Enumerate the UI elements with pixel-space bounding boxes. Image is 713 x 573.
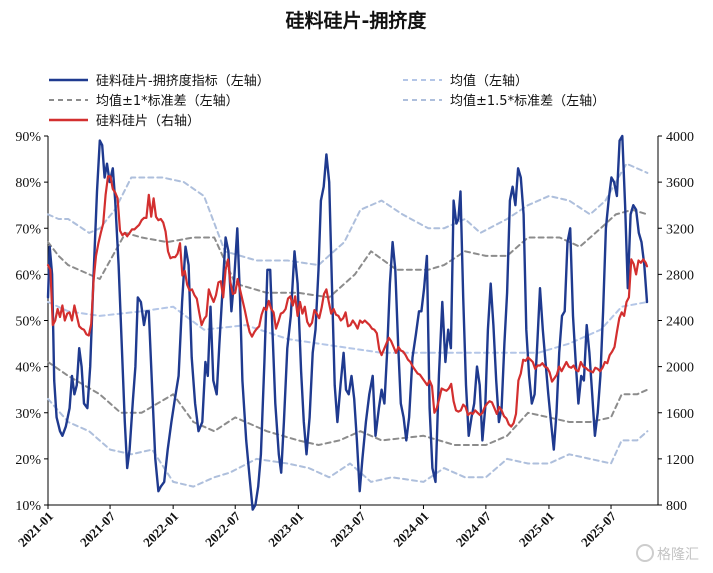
right-axis-ticks: 800 1200 1600 2000 2400 2800 3200 3600 4000 — [658, 130, 694, 514]
left-axis-ticks: 10% 20% 30% 40% 50% 60% 70% 80% 90% — [15, 130, 48, 514]
watermark: 格隆汇 — [636, 544, 699, 563]
watermark-text: 格隆汇 — [657, 547, 699, 563]
legend-label-mean: 均值（左轴） — [450, 73, 528, 89]
series-mean — [47, 301, 649, 354]
left-tick-label: 40% — [15, 361, 41, 376]
series-index — [46, 134, 649, 511]
series-std1-upper — [47, 208, 649, 299]
left-tick-label: 50% — [15, 315, 41, 330]
left-tick-label: 30% — [15, 407, 41, 422]
legend-label-std1: 均值±1*标准差（左轴） — [96, 93, 239, 109]
left-tick-label: 10% — [15, 499, 41, 514]
legend-label-price: 硅料硅片（右轴） — [96, 114, 200, 129]
left-tick-label: 80% — [15, 176, 41, 191]
right-tick-label: 1600 — [666, 407, 694, 422]
left-tick-label: 20% — [15, 453, 41, 468]
right-tick-label: 3200 — [666, 222, 694, 237]
chart-title: 硅料硅片-拥挤度 — [286, 9, 428, 32]
right-tick-label: 4000 — [666, 130, 694, 145]
right-tick-label: 1200 — [666, 453, 694, 468]
right-tick-label: 2000 — [666, 361, 694, 376]
left-tick-label: 90% — [15, 130, 41, 145]
series-layer — [46, 134, 649, 511]
series-std15-lower — [47, 397, 649, 488]
legend: 硅料硅片-拥挤度指标（左轴） 均值（左轴） 均值±1*标准差（左轴） 均值±1.… — [49, 73, 605, 129]
left-tick-label: 60% — [15, 268, 41, 283]
right-tick-label: 3600 — [666, 176, 694, 191]
right-tick-label: 800 — [666, 499, 687, 514]
legend-label-index: 硅料硅片-拥挤度指标（左轴） — [96, 73, 270, 89]
right-tick-label: 2800 — [666, 268, 694, 283]
legend-label-std15: 均值±1.5*标准差（左轴） — [450, 93, 605, 109]
series-price — [46, 175, 649, 428]
right-tick-label: 2400 — [666, 315, 694, 330]
watermark-logo-icon — [636, 544, 654, 562]
left-tick-label: 70% — [15, 222, 41, 237]
